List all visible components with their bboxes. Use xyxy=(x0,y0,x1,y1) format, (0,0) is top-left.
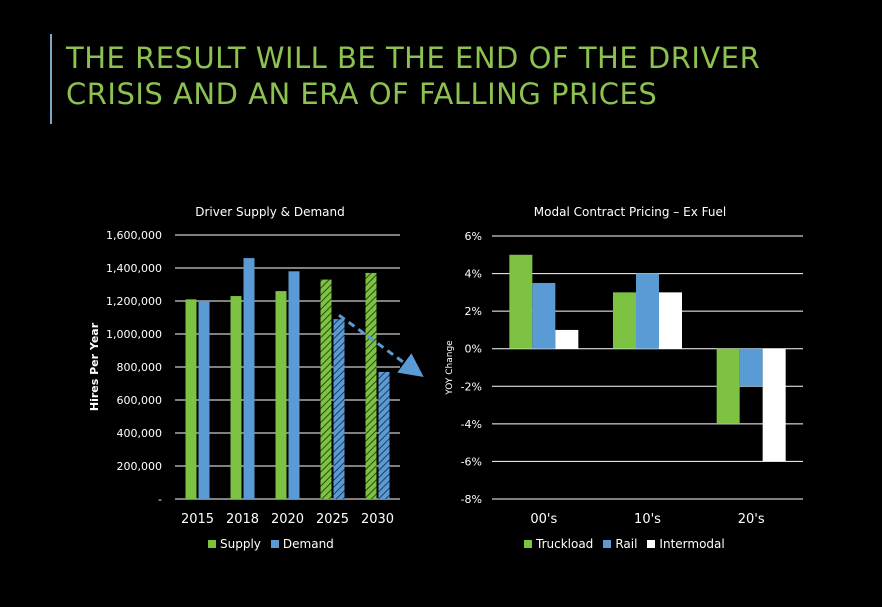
bar-demand xyxy=(243,258,255,499)
x-tick-label: 2030 xyxy=(361,512,394,527)
y-tick-label: 6% xyxy=(465,230,482,243)
legend-swatch-demand xyxy=(270,540,279,548)
y-tick-label: 0% xyxy=(465,343,482,356)
legend-item-rail: Rail xyxy=(603,537,637,551)
bar-truckload xyxy=(716,348,740,424)
y-tick-label: -2% xyxy=(461,380,482,393)
legend-label-rail: Rail xyxy=(615,537,638,551)
bar-intermodal xyxy=(555,329,579,349)
x-tick-label: 2020 xyxy=(271,512,304,527)
legend-item-truckload: Truckload xyxy=(524,537,593,551)
legend-swatch-truckload xyxy=(524,540,532,548)
legend-label-truckload: Truckload xyxy=(536,537,594,551)
y-tick-label: 1,200,000 xyxy=(106,295,162,308)
legend-label-intermodal: Intermodal xyxy=(659,537,725,551)
y-tick-label: 1,600,000 xyxy=(106,229,162,242)
chart-1-title: Driver Supply & Demand xyxy=(195,205,345,219)
bar-rail xyxy=(636,273,659,349)
x-tick-label: 2018 xyxy=(226,512,259,527)
slide-title-line-2: CRISIS AND AN ERA OF FALLING PRICES xyxy=(66,77,658,111)
bar-intermodal xyxy=(762,348,786,462)
x-tick-label: 10's xyxy=(634,512,661,527)
y-tick-label: 4% xyxy=(465,268,482,281)
x-tick-label: 2015 xyxy=(181,512,214,527)
y-tick-label: 1,000,000 xyxy=(106,328,162,341)
title-accent-line xyxy=(50,34,52,124)
bar-supply xyxy=(365,272,377,499)
y-tick-label: -8% xyxy=(461,493,482,506)
x-tick-label: 20's xyxy=(738,512,765,527)
bar-intermodal xyxy=(659,292,682,349)
y-tick-label: 400,000 xyxy=(117,427,163,440)
y-tick-label: -6% xyxy=(461,455,482,468)
chart-2-legend: Truckload Rail Intermodal xyxy=(524,537,725,551)
bar-demand xyxy=(288,271,300,499)
chart-2-title: Modal Contract Pricing – Ex Fuel xyxy=(533,205,727,219)
y-tick-label: 200,000 xyxy=(117,460,163,473)
y-tick-label: 1,400,000 xyxy=(106,262,162,275)
bar-rail xyxy=(739,348,763,387)
bar-supply xyxy=(230,296,242,499)
y-tick-label: 600,000 xyxy=(117,394,163,407)
legend-swatch-supply xyxy=(208,540,216,548)
slide-title: THE RESULT WILL BE THE END OF THE DRIVER… xyxy=(66,40,866,112)
legend-item-intermodal: Intermodal xyxy=(647,537,725,551)
bar-demand xyxy=(378,371,390,499)
x-tick-label: 2025 xyxy=(316,512,349,527)
legend-swatch-rail xyxy=(603,540,612,548)
y-tick-label: 800,000 xyxy=(117,361,163,374)
bar-supply xyxy=(185,299,197,499)
bar-demand xyxy=(198,301,210,499)
y-axis-label: Hires Per Year xyxy=(88,322,101,411)
legend-swatch-intermodal xyxy=(647,540,656,548)
legend-item-demand: Demand xyxy=(270,537,334,551)
y-tick-label: 2% xyxy=(465,305,482,318)
y-tick-label: -4% xyxy=(461,418,482,431)
legend-label-supply: Supply xyxy=(220,537,261,551)
bar-supply xyxy=(275,291,287,499)
y-tick-label: - xyxy=(158,493,162,506)
y-axis-label: YOY Change xyxy=(445,340,455,396)
bar-rail xyxy=(532,282,556,349)
trend-arrow xyxy=(338,313,424,378)
bar-truckload xyxy=(613,292,636,349)
bar-truckload xyxy=(509,254,533,349)
bar-supply xyxy=(320,279,332,499)
slide-title-line-1: THE RESULT WILL BE THE END OF THE DRIVER xyxy=(66,41,761,75)
legend-label-demand: Demand xyxy=(282,537,334,551)
x-tick-label: 00's xyxy=(530,512,557,527)
legend-item-supply: Supply xyxy=(208,537,261,551)
bar-demand xyxy=(333,319,345,499)
chart-1-legend: Supply Demand xyxy=(208,537,334,551)
